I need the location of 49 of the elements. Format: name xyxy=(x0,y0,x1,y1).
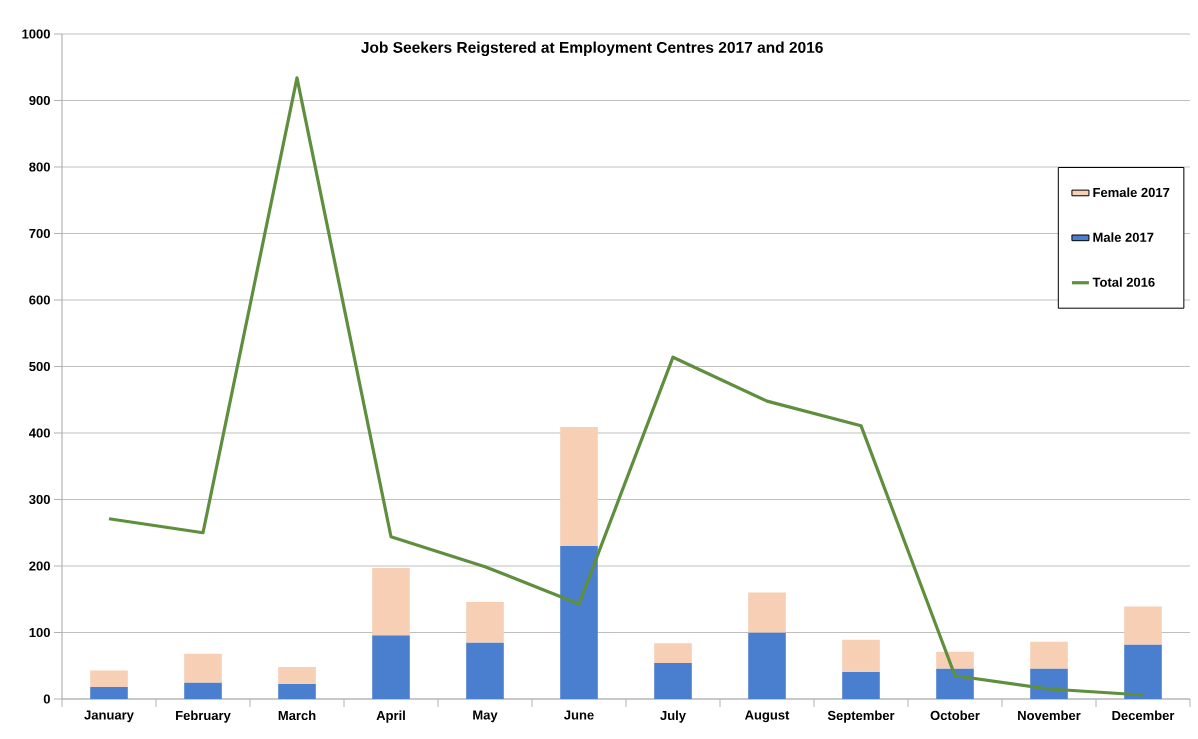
y-tick-label: 900 xyxy=(29,95,50,106)
x-tick-label: April xyxy=(376,710,405,723)
x-tick-label: December xyxy=(1112,710,1175,721)
bar xyxy=(372,635,410,699)
y-tick-label: 200 xyxy=(29,561,50,571)
y-tick-label: 600 xyxy=(29,295,50,305)
bar xyxy=(90,687,128,699)
bar xyxy=(1124,644,1162,699)
x-tick-label: March xyxy=(278,710,316,721)
y-tick-label: 100 xyxy=(29,627,50,638)
x-tick-label: February xyxy=(176,710,231,723)
bar xyxy=(372,567,410,636)
x-tick-label: September xyxy=(827,710,895,723)
x-tick-label: May xyxy=(473,710,498,723)
bar xyxy=(466,642,504,699)
bar xyxy=(278,683,316,699)
y-tick-label: 700 xyxy=(29,228,50,239)
bar xyxy=(560,546,598,699)
legend-label: Female 2017 xyxy=(1093,187,1170,198)
y-tick-label: 0 xyxy=(43,694,50,704)
y-tick-label: 300 xyxy=(29,494,50,505)
y-tick-label: 800 xyxy=(29,162,50,172)
legend-label: Male 2017 xyxy=(1093,232,1154,242)
x-tick-label: July xyxy=(660,710,686,723)
bar xyxy=(748,592,786,633)
bar xyxy=(842,639,880,672)
bar xyxy=(184,682,222,699)
bar xyxy=(1030,641,1068,669)
bar xyxy=(184,653,222,683)
y-tick-label: 1000 xyxy=(22,29,50,39)
bar xyxy=(560,427,598,547)
bar xyxy=(654,663,692,699)
bar xyxy=(278,667,316,684)
x-tick-label: November xyxy=(1018,710,1081,721)
bar xyxy=(1124,606,1162,645)
x-tick-label: October xyxy=(930,710,980,721)
y-tick-label: 400 xyxy=(28,428,50,438)
x-tick-label: August xyxy=(744,710,790,723)
bar xyxy=(748,632,786,699)
bar xyxy=(90,670,128,688)
y-tick-label: 500 xyxy=(29,361,50,372)
bar xyxy=(842,671,880,699)
bar xyxy=(936,668,974,699)
legend-label: Total 2016 xyxy=(1092,277,1155,287)
chart-title: Job Seekers Reigstered at Employment Centres 2017 and 2016 xyxy=(361,41,823,57)
bar xyxy=(466,601,504,643)
bar xyxy=(654,643,692,664)
x-tick-label: January xyxy=(84,710,134,723)
x-tick-label: June xyxy=(564,710,594,720)
